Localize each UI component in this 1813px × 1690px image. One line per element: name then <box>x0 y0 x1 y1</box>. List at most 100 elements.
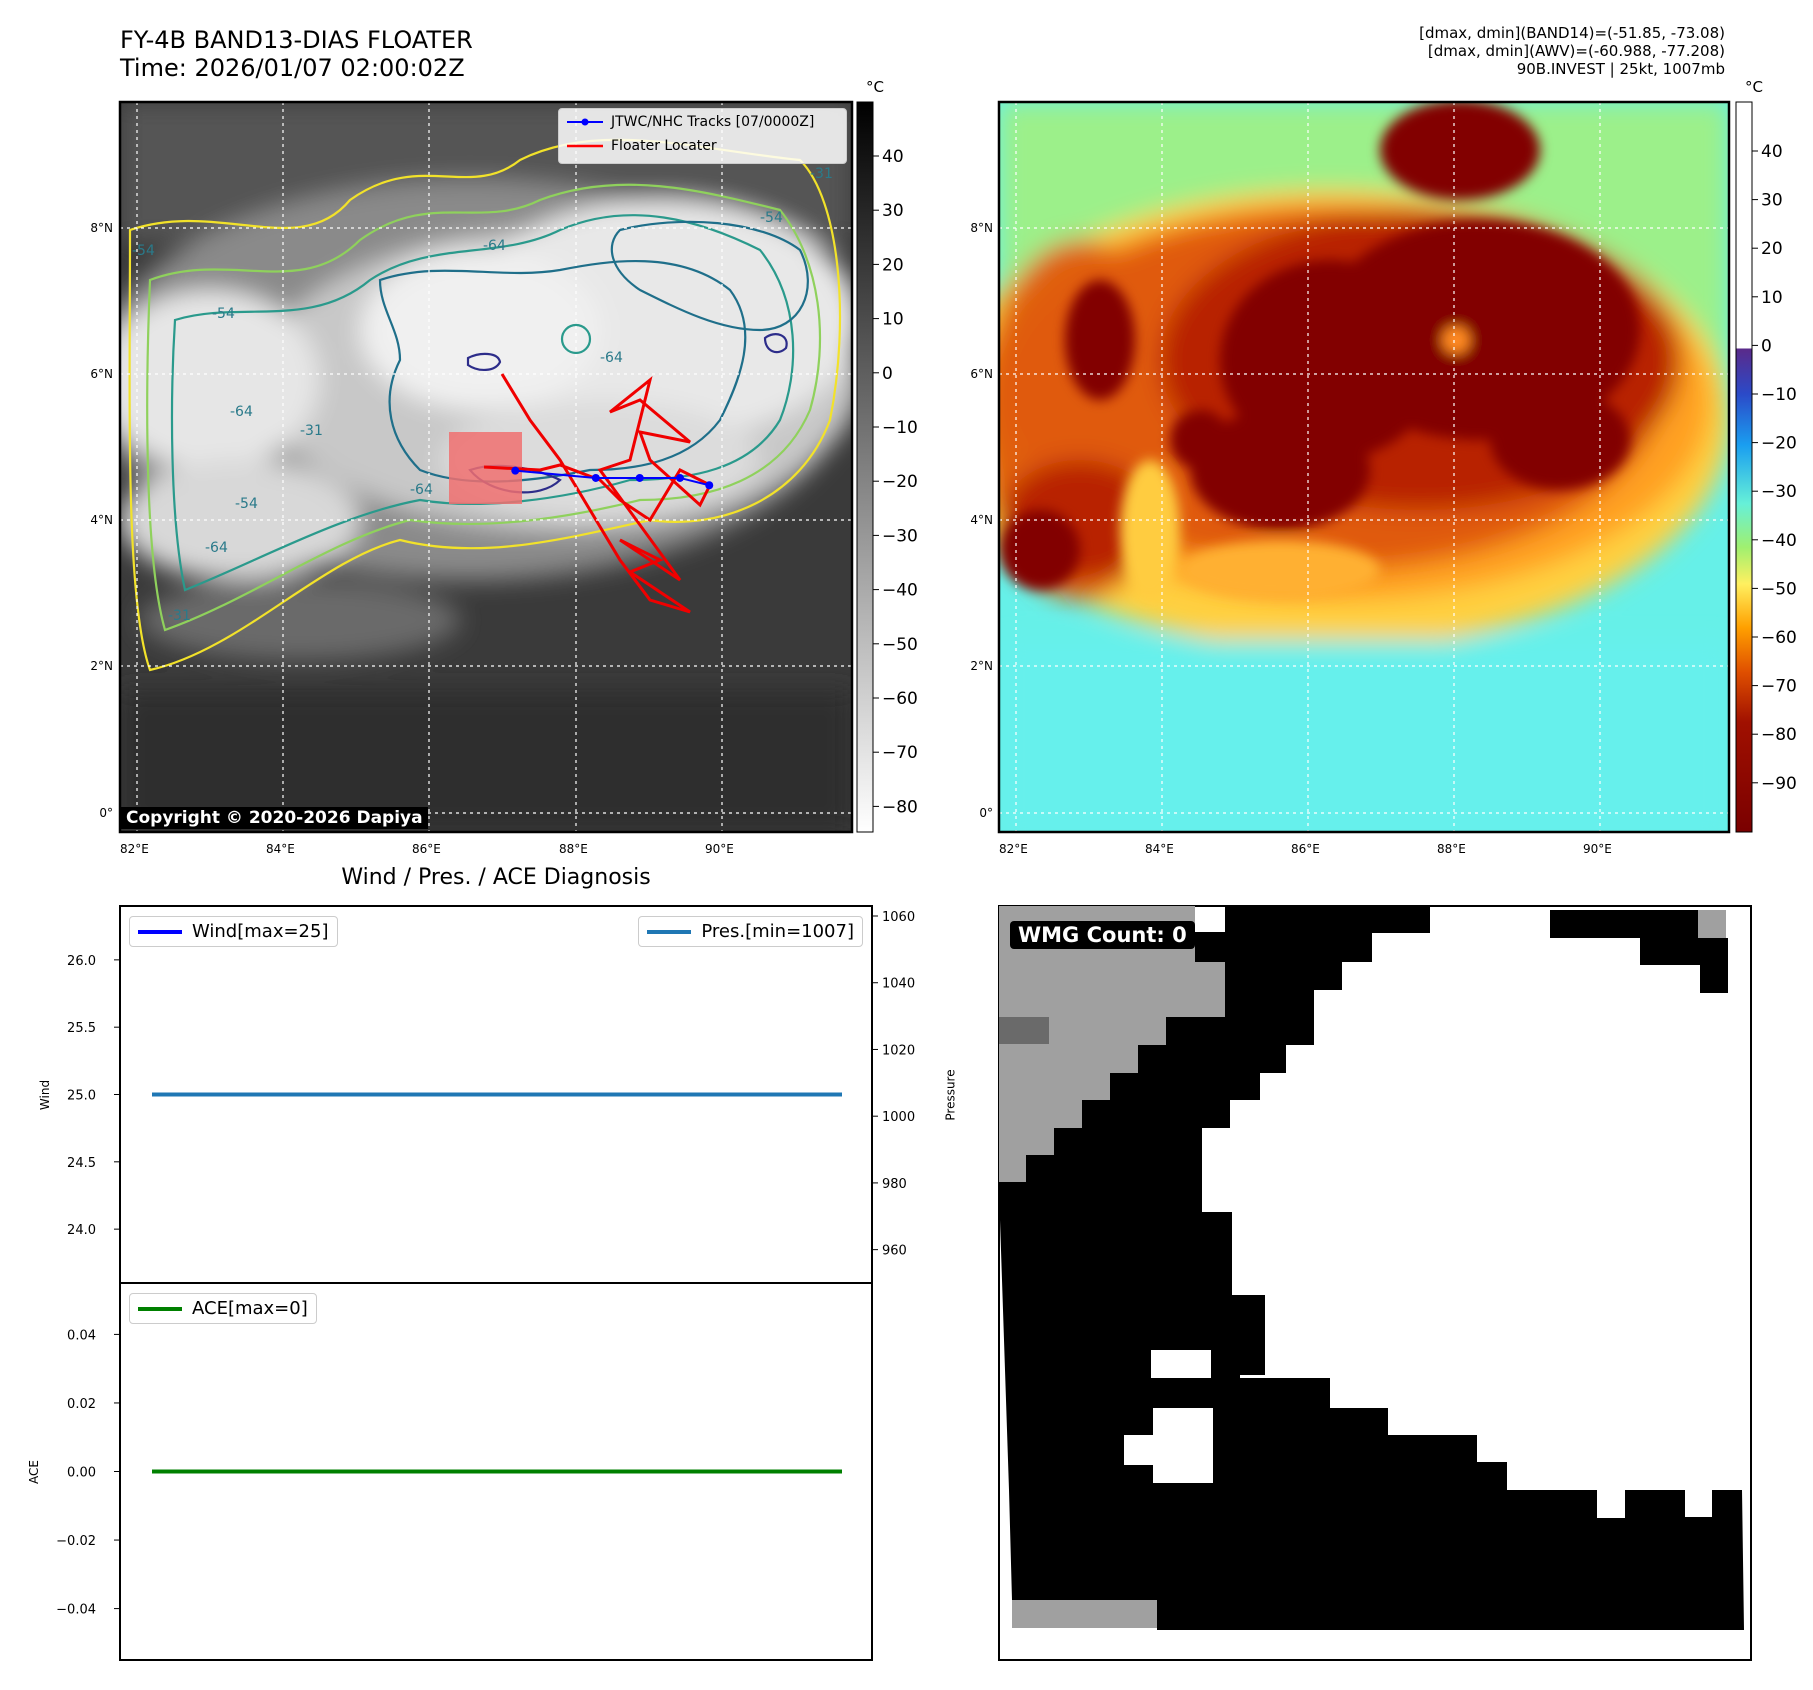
right-lon-labels: 82°E 84°E 86°E 88°E 90°E <box>0 842 1813 862</box>
wind-axis-label: Wind <box>38 1079 53 1111</box>
wmg-white-hole-3 <box>1124 1435 1154 1465</box>
title-line1: FY-4B BAND13-DIAS FLOATER <box>120 26 473 54</box>
left-lon-88: 88°E <box>559 842 588 856</box>
gray-cbar-tick-label: −80 <box>882 797 918 817</box>
gray-cbar-tick-label: 30 <box>882 201 904 221</box>
right-lat-labels: 8°N 6°N 4°N 2°N 0° <box>900 0 997 850</box>
contour-label-11: -64 <box>230 404 253 420</box>
pres-axis-label: Pressure <box>943 1069 958 1121</box>
wind-legend-swatch <box>138 929 182 934</box>
pres-tick-label: 1040 <box>882 977 915 992</box>
awv-cbar-tick-label: 0 <box>1761 336 1772 356</box>
gray-cbar-tick-label: −30 <box>882 526 918 546</box>
left-lat-labels: 8°N 6°N 4°N 2°N 0° <box>0 0 118 850</box>
left-lon-84: 84°E <box>266 842 295 856</box>
awv-colorbar-ticks: 40 30 20 10 0 −10 −20 −30 −40 −50 −60 −70 −80 −90 <box>1752 142 1797 794</box>
locater-legend-icon <box>567 144 603 148</box>
left-lon-82: 82°E <box>120 842 149 856</box>
ace-tick-label: 0.04 <box>67 1328 96 1343</box>
awv-cbar-tick-label: −90 <box>1761 774 1797 794</box>
right-cbar-unit: °C <box>1745 78 1763 96</box>
right-lon-82: 82°E <box>999 842 1028 856</box>
wmg-dark-gray-cell <box>999 1017 1049 1044</box>
right-lat-0: 0° <box>979 806 993 820</box>
left-lat-4: 4°N <box>90 513 113 527</box>
copyright-badge: Copyright © 2020-2026 Dapiya <box>121 807 428 829</box>
pres-tick-label: 1060 <box>882 910 915 925</box>
awv-lon-gridlines <box>1015 102 1601 832</box>
legend-locater-label: Floater Locater <box>611 138 717 154</box>
jtwc-track-point <box>591 473 600 482</box>
pres-legend-swatch <box>647 929 692 934</box>
contour-label-4: -64 <box>205 540 228 556</box>
awv-cbar-tick-label: −70 <box>1761 677 1797 697</box>
wmg-top-right-black <box>1550 910 1728 993</box>
info-line1: [dmax, dmin](BAND14)=(-51.85, -73.08) <box>1419 24 1725 42</box>
legend-item-locater: Floater Locater <box>567 138 717 154</box>
ir-map-frame <box>118 100 854 834</box>
ace-tick-label: 0.02 <box>67 1397 96 1412</box>
diagnosis-title: Wind / Pres. / ACE Diagnosis <box>341 865 651 890</box>
left-lat-8: 8°N <box>90 221 113 235</box>
diag-ticks-group: 26.0 25.5 25.0 24.5 24.0 1060 1040 1020 1000 980 9… <box>56 910 915 1618</box>
awv-cbar-tick-label: −80 <box>1761 725 1797 745</box>
left-lon-labels: 82°E 84°E 86°E 88°E 90°E <box>0 842 880 862</box>
contour-label-8: -31 <box>300 423 323 439</box>
awv-colorbar <box>1735 101 1753 833</box>
wmg-bottom-gray <box>1012 1600 1157 1628</box>
right-lon-84: 84°E <box>1145 842 1174 856</box>
wmg-white-hole-2 <box>1153 1408 1213 1483</box>
wind-tick-label: 26.0 <box>67 954 96 969</box>
gray-cbar-tick-label: 40 <box>882 147 904 167</box>
awv-lat-gridlines <box>999 227 1729 814</box>
diag-series-group <box>152 1092 842 1474</box>
ace-tick-label: −0.04 <box>56 1603 96 1618</box>
contour-label-7: -31 <box>168 608 191 624</box>
awv-map-frame <box>997 100 1731 834</box>
ace-axis-label: ACE <box>26 1460 41 1484</box>
gray-cbar-tick-label: 0 <box>882 364 893 384</box>
right-lon-90: 90°E <box>1583 842 1612 856</box>
gray-cbar-tick-label: −20 <box>882 472 918 492</box>
right-lat-2: 2°N <box>970 659 993 673</box>
pres-legend-label: Pres.[min=1007] <box>701 921 854 942</box>
storm-info: [dmax, dmin](BAND14)=(-51.85, -73.08) [d… <box>1419 24 1725 78</box>
awv-cbar-tick-label: 40 <box>1761 142 1783 162</box>
wind-tick-label: 24.0 <box>67 1223 96 1238</box>
ace-legend-swatch <box>138 1306 182 1311</box>
left-cbar-unit: °C <box>866 78 884 96</box>
right-lon-88: 88°E <box>1437 842 1466 856</box>
lat-gridlines <box>120 227 852 814</box>
awv-cbar-tick-label: −30 <box>1761 482 1797 502</box>
title-line2: Time: 2026/01/07 02:00:02Z <box>120 54 465 82</box>
awv-cbar-tick-label: 30 <box>1761 191 1783 211</box>
awv-cbar-tick-label: −60 <box>1761 628 1797 648</box>
wmg-count-badge: WMG Count: 0 <box>1010 921 1195 949</box>
ir-cloud-field <box>120 102 852 832</box>
right-lat-6: 6°N <box>970 367 993 381</box>
gray-cbar-tick-label: −40 <box>882 581 918 601</box>
contours <box>128 138 842 672</box>
wind-tick-label: 24.5 <box>67 1156 96 1171</box>
gray-colorbar <box>856 101 874 833</box>
awv-cbar-tick-label: −10 <box>1761 385 1797 405</box>
gray-cbar-tick-label: 10 <box>882 310 904 330</box>
pres-tick-label: 1020 <box>882 1043 915 1058</box>
gray-cbar-tick-label: −10 <box>882 418 918 438</box>
jtwc-track-point <box>705 481 714 490</box>
map-legend: JTWC/NHC Tracks [07/0000Z] Floater Locat… <box>558 108 847 164</box>
wind-legend: Wind[max=25] <box>129 916 338 947</box>
awv-cbar-tick-label: 20 <box>1761 239 1783 259</box>
info-line2: [dmax, dmin](AWV)=(-60.988, -77.208) <box>1427 42 1725 60</box>
lon-gridlines <box>136 102 723 832</box>
wmg-panel <box>998 905 1752 1661</box>
pres-tick-label: 960 <box>882 1244 907 1259</box>
ace-legend-label: ACE[max=0] <box>192 1298 308 1319</box>
left-lat-0: 0° <box>99 806 113 820</box>
legend-item-track: JTWC/NHC Tracks [07/0000Z] <box>567 114 814 130</box>
awv-cbar-tick-label: −50 <box>1761 579 1797 599</box>
legend-track-label: JTWC/NHC Tracks [07/0000Z] <box>611 114 815 130</box>
contour-label-10: -54 <box>760 210 783 226</box>
contour-label-6: -54 <box>235 496 258 512</box>
